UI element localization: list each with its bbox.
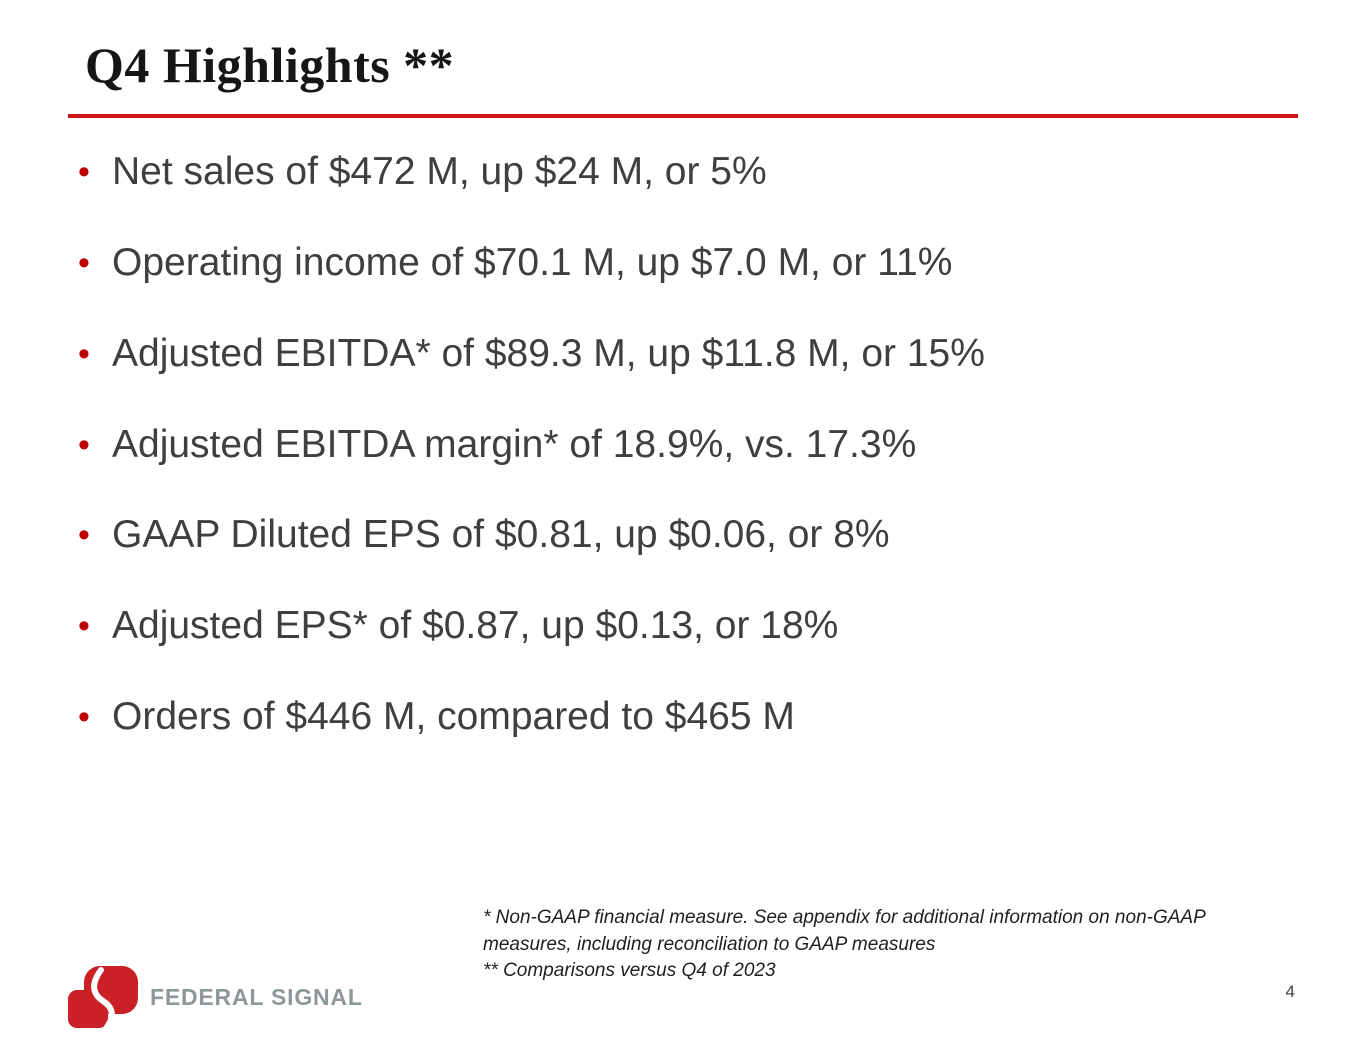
- bullet-dot-icon: [68, 604, 112, 648]
- bullet-dot-icon: [68, 241, 112, 285]
- page-number: 4: [1285, 982, 1295, 1001]
- bullet-text: Adjusted EBITDA margin* of 18.9%, vs. 17…: [112, 422, 917, 466]
- list-item: Adjusted EBITDA* of $89.3 M, up $11.8 M,…: [68, 332, 1308, 377]
- list-item: Adjusted EPS* of $0.87, up $0.13, or 18%: [68, 604, 1308, 649]
- bullet-text: GAAP Diluted EPS of $0.81, up $0.06, or …: [112, 513, 890, 557]
- bullet-dot-icon: [68, 513, 112, 557]
- list-item: GAAP Diluted EPS of $0.81, up $0.06, or …: [68, 513, 1308, 558]
- list-item: Net sales of $472 M, up $24 M, or 5%: [68, 150, 1308, 195]
- list-item: Operating income of $70.1 M, up $7.0 M, …: [68, 241, 1308, 286]
- bullet-text: Orders of $446 M, compared to $465 M: [112, 695, 795, 739]
- federal-signal-logo: FEDERAL SIGNAL: [68, 966, 363, 1028]
- bullet-dot-icon: [68, 332, 112, 376]
- federal-signal-logo-icon: [68, 966, 138, 1028]
- bullet-dot-icon: [68, 150, 112, 194]
- footnote-comparisons: ** Comparisons versus Q4 of 2023: [483, 960, 776, 982]
- page-title: Q4 Highlights **: [85, 37, 455, 93]
- list-item: Adjusted EBITDA margin* of 18.9%, vs. 17…: [68, 423, 1308, 468]
- federal-signal-logo-text: FEDERAL SIGNAL: [150, 983, 363, 1010]
- bullet-text: Net sales of $472 M, up $24 M, or 5%: [112, 150, 767, 193]
- bullet-dot-icon: [68, 695, 112, 739]
- bullet-text: Adjusted EBITDA* of $89.3 M, up $11.8 M,…: [112, 331, 985, 375]
- footnote-non-gaap: * Non-GAAP financial measure. See append…: [483, 907, 1206, 955]
- bullet-text: Operating income of $70.1 M, up $7.0 M, …: [112, 240, 953, 284]
- highlights-list: Net sales of $472 M, up $24 M, or 5% Ope…: [68, 150, 1308, 786]
- bullet-dot-icon: [68, 423, 112, 467]
- list-item: Orders of $446 M, compared to $465 M: [68, 695, 1308, 740]
- footnotes: * Non-GAAP financial measure. See append…: [483, 905, 1228, 985]
- bullet-text: Adjusted EPS* of $0.87, up $0.13, or 18%: [112, 604, 839, 648]
- title-underline: [68, 114, 1298, 118]
